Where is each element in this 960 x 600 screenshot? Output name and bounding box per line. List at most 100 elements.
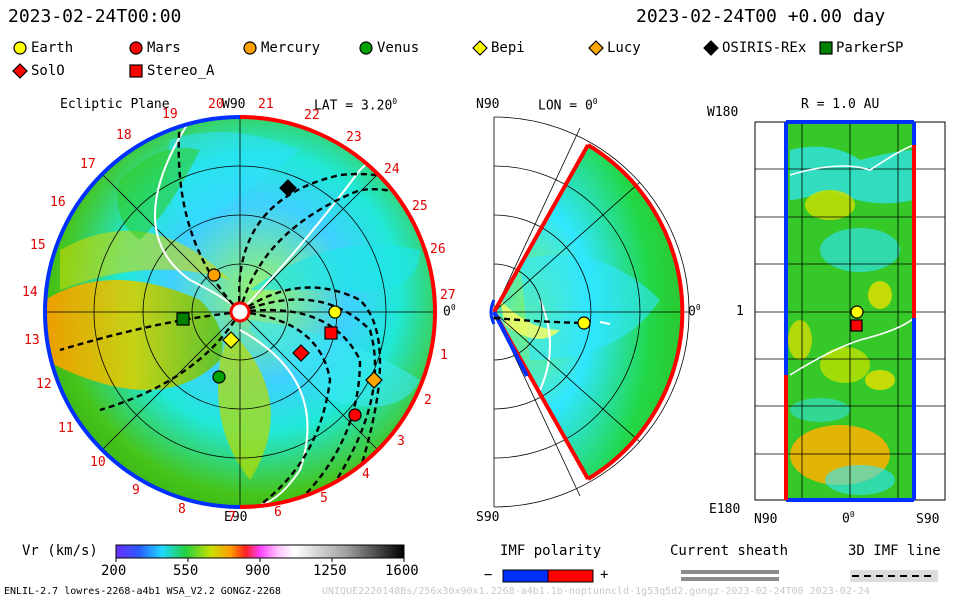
ecliptic-zero-label: 00 [443, 303, 456, 320]
colorbar-tick: 1250 [313, 563, 347, 579]
rotation-label: 16 [50, 195, 66, 210]
date-right: 2023-02-24T00 +0.00 day [636, 6, 886, 27]
meridional-edge-top [492, 144, 590, 313]
imf-positive-swatch [547, 569, 594, 583]
sheath-swatch-2 [681, 577, 779, 581]
rotation-label: 6 [274, 505, 282, 520]
rotation-label: 5 [320, 491, 328, 506]
rotation-label: 8 [178, 502, 186, 517]
osiris-marker-icon [703, 40, 719, 56]
colorbar-tick: 900 [245, 563, 271, 579]
rotation-label: 12 [36, 377, 52, 392]
rotation-label: 22 [304, 108, 320, 123]
legend-lucy-label: Lucy [607, 40, 641, 56]
colorbar-tick: 200 [101, 563, 127, 579]
rotation-label: 26 [430, 242, 446, 257]
earth-marker-icon [13, 41, 27, 55]
meridional-right-label: 00 [688, 303, 701, 320]
ecliptic-bottom-label: E90 [224, 510, 248, 525]
ecliptic-lat-label: LAT = 3.200 [314, 97, 398, 114]
legend-bepi-label: Bepi [491, 40, 525, 56]
radial-map-panel [754, 120, 946, 502]
legend-venus-label: Venus [377, 40, 420, 56]
imf-minus-label: − [484, 567, 493, 583]
legend-stereoa-label: Stereo_A [147, 63, 215, 79]
venus-icon [212, 370, 226, 384]
current-sheath-label: Current sheath [670, 543, 789, 559]
radial-x-right: S90 [916, 512, 940, 527]
stereoa-marker-icon [129, 64, 143, 78]
meridional-bottom-label: S90 [476, 510, 500, 525]
rotation-label: 25 [412, 199, 428, 214]
rotation-label: 7 [228, 510, 236, 525]
rotation-label: 10 [90, 455, 106, 470]
date-left: 2023-02-24T00:00 [8, 6, 182, 27]
radial-x-mid: 00 [842, 510, 855, 527]
imf-line-label: 3D IMF line [848, 543, 941, 559]
rotation-label: 17 [80, 157, 96, 172]
meridional-top-label: N90 [476, 97, 500, 112]
legend-mercury-label: Mercury [261, 40, 321, 56]
imf-plus-label: + [600, 567, 609, 583]
rotation-label: 11 [58, 421, 74, 436]
stereoa-icon [324, 326, 338, 340]
parker-marker-icon [819, 41, 833, 55]
rotation-label: 18 [116, 128, 132, 143]
rotation-label: 14 [22, 285, 38, 300]
legend-parker-label: ParkerSP [836, 40, 904, 56]
earth-icon [328, 305, 342, 319]
rotation-label: 15 [30, 238, 46, 253]
bepi-marker-icon [472, 40, 488, 56]
legend-osiris-label: OSIRIS-REx [722, 40, 807, 56]
solo-marker-icon [12, 63, 28, 79]
osiris-icon [279, 179, 297, 197]
ecliptic-panel [43, 115, 437, 509]
radial-earth-icon [850, 305, 864, 319]
mercury-marker-icon [243, 41, 257, 55]
legend-markers [12, 40, 833, 79]
rotation-label: 13 [24, 333, 40, 348]
sun-icon [229, 301, 251, 323]
colorbar-label: Vr (km/s) [22, 543, 98, 559]
ecliptic-title: Ecliptic Plane [60, 97, 170, 112]
rotation-label: 19 [162, 107, 178, 122]
rotation-label: 20 [208, 97, 224, 112]
meridional-earth-icon [577, 316, 591, 330]
rotation-label: 4 [362, 467, 370, 482]
solo-icon [292, 344, 310, 362]
rotation-label: 3 [397, 434, 405, 449]
legend-solo-label: SolO [31, 63, 65, 79]
mars-marker-icon [129, 41, 143, 55]
rotation-label: 1 [440, 348, 448, 363]
footer-model-info: ENLIL-2.7 lowres-2268-a4b1 WSA_V2.2 GONG… [4, 586, 281, 597]
radial-bottom-left: E180 [709, 502, 741, 517]
rotation-label: 24 [384, 162, 400, 177]
legend-mars-label: Mars [147, 40, 181, 56]
radial-title: R = 1.0 AU [801, 97, 880, 112]
rotation-label: 21 [258, 97, 274, 112]
ecliptic-boundary-red [239, 115, 437, 509]
mars-icon [348, 408, 362, 422]
radial-middle-left: 1 [736, 304, 744, 319]
ecliptic-boundary-blue [43, 115, 241, 509]
radial-top-left: W180 [707, 105, 739, 120]
rotation-label: 2 [424, 393, 432, 408]
rotation-label: 9 [132, 483, 140, 498]
sheath-swatch-1 [681, 570, 779, 574]
imf-polarity-label: IMF polarity [500, 543, 602, 559]
colorbar-tick: 550 [173, 563, 199, 579]
meridional-edge-arc [586, 143, 685, 481]
rotation-label: 23 [346, 130, 362, 145]
meridional-panel [489, 116, 690, 508]
legend-earth-label: Earth [31, 40, 74, 56]
colorbar [115, 544, 405, 559]
radial-stereoa-icon [850, 319, 863, 332]
ecliptic-top-label: W90 [222, 97, 246, 112]
lucy-marker-icon [588, 40, 604, 56]
radial-x-left: N90 [754, 512, 778, 527]
parker-icon [176, 312, 190, 326]
imf-negative-swatch [502, 569, 549, 583]
mercury-icon [207, 268, 221, 282]
meridional-title: LON = 00 [538, 97, 598, 114]
